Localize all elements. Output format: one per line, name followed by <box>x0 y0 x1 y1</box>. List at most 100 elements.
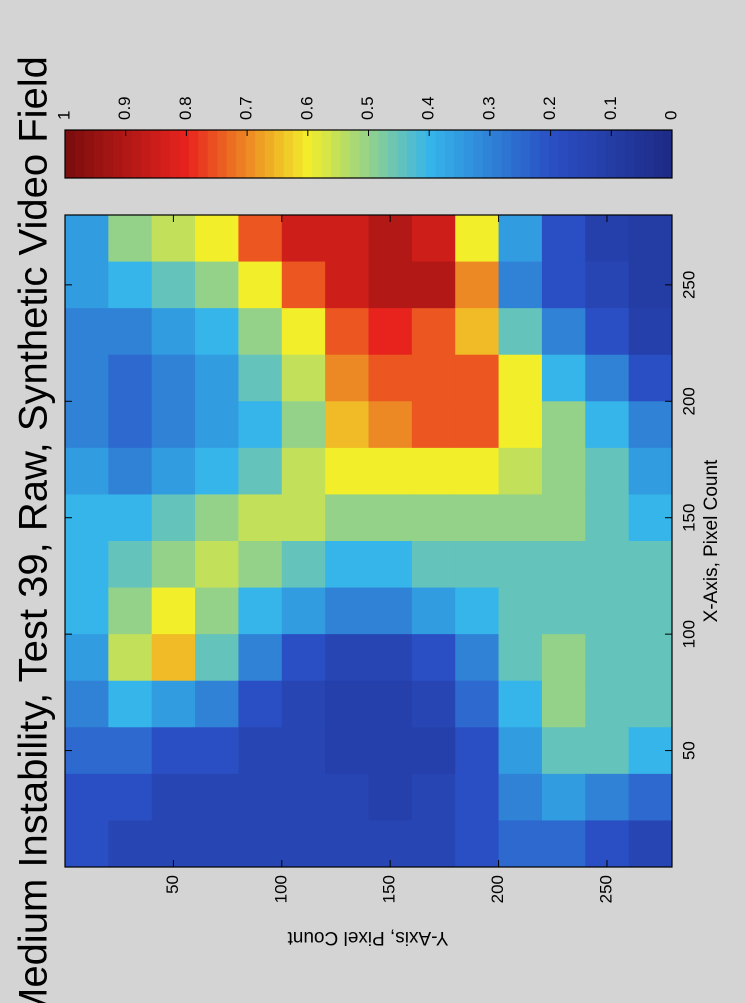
heat-cell <box>585 773 630 821</box>
heat-cell <box>281 400 326 448</box>
heat-cell <box>238 447 283 495</box>
heat-cell <box>541 587 586 635</box>
heat-cell <box>195 214 239 262</box>
heat-cell <box>498 587 543 635</box>
colorbar-swatch <box>340 130 351 178</box>
colorbar-tick-label: 0.3 <box>479 96 498 120</box>
heat-cell <box>455 354 500 402</box>
heat-cell <box>628 633 673 681</box>
heat-cell <box>195 680 239 728</box>
heat-cell <box>368 726 413 774</box>
heat-cell <box>65 726 109 774</box>
chart-title: Medium Instability, Test 39, Raw, Synthe… <box>12 56 56 1003</box>
heat-cell <box>628 540 673 588</box>
heat-cell <box>585 307 630 355</box>
heat-cell <box>498 680 543 728</box>
heat-cell <box>585 214 630 262</box>
colorbar-swatch <box>292 130 303 178</box>
colorbar-swatch <box>377 130 388 178</box>
heat-cell <box>151 819 196 867</box>
colorbar-swatch <box>226 130 237 178</box>
heat-cell <box>455 773 500 821</box>
colorbar-swatch <box>245 130 256 178</box>
heat-cell <box>151 400 196 448</box>
heat-cell <box>195 493 239 541</box>
heat-cell <box>368 680 413 728</box>
colorbar-swatch <box>406 130 417 178</box>
heat-cell <box>65 261 109 309</box>
x-axis-label: X-Axis, Pixel Count <box>701 459 722 622</box>
heat-cell <box>108 819 153 867</box>
heat-cell <box>541 261 586 309</box>
heat-cell <box>628 400 673 448</box>
heat-cell <box>455 726 500 774</box>
colorbar-swatch <box>102 130 113 178</box>
heat-cell <box>455 400 500 448</box>
heat-cell <box>151 447 196 495</box>
colorbar-swatch <box>83 130 94 178</box>
heat-cell <box>151 680 196 728</box>
heat-cell <box>541 400 586 448</box>
heat-cell <box>585 493 630 541</box>
colorbar-swatch <box>558 130 569 178</box>
colorbar-swatch <box>529 130 540 178</box>
heat-cell <box>151 493 196 541</box>
heat-cell <box>65 819 109 867</box>
heat-cell <box>498 819 543 867</box>
colorbar-swatch <box>491 130 502 178</box>
heat-cell <box>498 214 543 262</box>
heat-cell <box>65 214 109 262</box>
colorbar-swatch <box>453 130 464 178</box>
colorbar-swatch <box>359 130 369 178</box>
colorbar-swatch <box>235 130 246 178</box>
colorbar-swatch <box>283 130 294 178</box>
heat-cell <box>411 214 456 262</box>
colorbar-swatch <box>596 130 607 178</box>
heat-cell <box>585 354 630 402</box>
colorbar-swatch <box>567 130 578 178</box>
y-tick-label: 50 <box>163 875 182 894</box>
heat-cell <box>108 354 153 402</box>
heat-cell <box>325 587 369 635</box>
heat-cell <box>151 726 196 774</box>
colorbar-tick-label: 0.6 <box>297 96 316 120</box>
colorbar-swatch <box>207 130 218 178</box>
heat-cell <box>498 773 543 821</box>
heat-cell <box>238 587 283 635</box>
heat-cell <box>411 633 456 681</box>
heat-cell <box>325 633 369 681</box>
heat-cell <box>325 307 369 355</box>
heat-cell <box>541 773 586 821</box>
heat-cell <box>325 354 369 402</box>
heat-cell <box>65 680 109 728</box>
heat-cell <box>238 680 283 728</box>
heat-cell <box>65 587 109 635</box>
heat-cell <box>108 587 153 635</box>
colorbar-swatch <box>216 130 227 178</box>
heat-cell <box>368 819 413 867</box>
heat-cell <box>498 493 543 541</box>
heat-cell <box>368 773 413 821</box>
colorbar-swatch <box>472 130 483 178</box>
heat-cell <box>238 400 283 448</box>
heat-cell <box>455 633 500 681</box>
heat-cell <box>628 773 673 821</box>
colorbar-swatch <box>653 130 664 178</box>
heat-cell <box>195 726 239 774</box>
colorbar-swatch <box>643 130 654 178</box>
heat-cell <box>541 726 586 774</box>
heat-cell <box>368 354 413 402</box>
colorbar-tick-label: 0.2 <box>540 96 559 120</box>
heat-cell <box>195 773 239 821</box>
heat-cell <box>628 726 673 774</box>
rotated-figure: Medium Instability, Test 39, Raw, Synthe… <box>12 56 722 1003</box>
heat-cell <box>195 307 239 355</box>
heat-cell <box>195 540 239 588</box>
heat-cell <box>585 680 630 728</box>
heat-cell <box>498 307 543 355</box>
heat-cell <box>151 261 196 309</box>
heat-cell <box>151 773 196 821</box>
heat-cell <box>65 633 109 681</box>
heat-cell <box>325 726 369 774</box>
heat-cell <box>411 773 456 821</box>
